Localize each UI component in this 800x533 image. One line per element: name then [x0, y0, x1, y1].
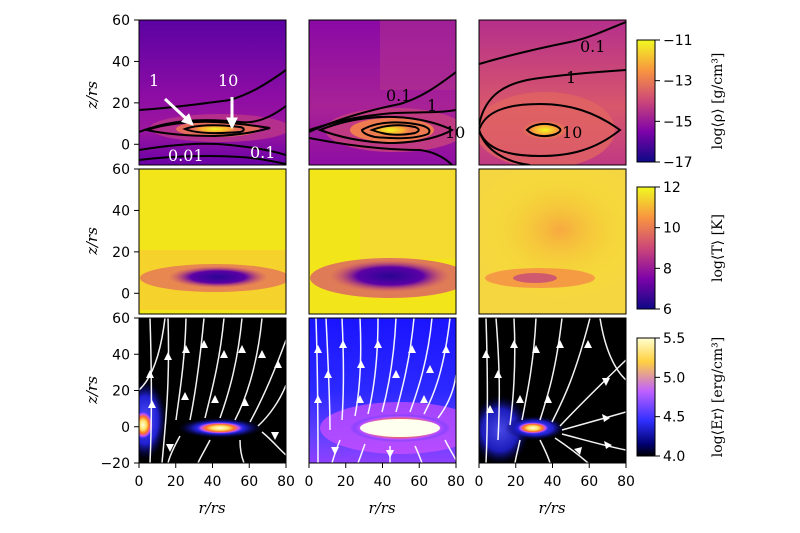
y-tick-label: 60	[112, 311, 130, 327]
x-tick-label: 80	[277, 474, 295, 490]
density-panel-3	[479, 20, 626, 165]
colorbar-density	[636, 39, 656, 163]
x-tick-label: 60	[580, 474, 598, 490]
y-tick-label: 0	[121, 137, 130, 153]
x-tick-label: 0	[135, 474, 144, 490]
temperature-panel-1-frame	[138, 168, 287, 315]
x-tick-label: 80	[617, 474, 635, 490]
x-tick-label: 60	[410, 474, 428, 490]
contour-label-0-1: 0.1	[580, 37, 605, 56]
y-tick-label: 40	[112, 54, 130, 70]
y-tick-label: 20	[112, 384, 130, 400]
x-tick-label: 40	[374, 474, 392, 490]
colorbar-tick-label: 4.5	[663, 410, 685, 426]
y-tick-label: 60	[112, 162, 130, 178]
density-panel-2-frame	[308, 19, 457, 166]
contour-label-1: 1	[566, 68, 576, 87]
y-tick-label: 60	[112, 13, 130, 29]
y-axis-label-row-3: z/rs	[83, 376, 101, 405]
contour-label-0-1: 0.1	[250, 143, 275, 162]
colorbar-temperature	[636, 186, 656, 310]
radiation-panel-2	[309, 318, 456, 463]
x-tick-label: 40	[204, 474, 222, 490]
x-tick-label: 20	[507, 474, 525, 490]
contour-label-10: 10	[562, 123, 582, 142]
temperature-panel-2-frame	[308, 168, 457, 315]
colorbar-tick-label: 10	[663, 221, 681, 237]
contour-label-1: 1	[427, 96, 437, 115]
contour-label-0-01: 0.01	[168, 146, 204, 165]
y-tick-label: 40	[112, 203, 130, 219]
density-panel-2	[309, 20, 456, 165]
colorbar-tick-label: 12	[663, 180, 681, 196]
contour-label-0-1: 0.1	[386, 86, 411, 105]
radiation-panel-3	[479, 318, 626, 463]
contour-label-10: 10	[218, 71, 238, 90]
x-tick-label: 40	[544, 474, 562, 490]
colorbar-tick-label: −17	[663, 155, 693, 171]
temperature-panel-2	[309, 169, 456, 314]
y-axis-label-row-1: z/rs	[83, 81, 101, 110]
colorbar-label-temperature: log⟨T⟩ [K]	[710, 214, 726, 282]
x-tick-label: 0	[475, 474, 484, 490]
x-axis-label-col-1: r/rs	[198, 499, 225, 517]
contour-label-1: 1	[149, 71, 159, 90]
y-tick-label: −20	[100, 456, 130, 472]
x-axis-label-col-2: r/rs	[368, 499, 395, 517]
temperature-panel-3	[479, 169, 626, 314]
x-tick-label: 60	[240, 474, 258, 490]
contour-label-10: 10	[445, 123, 465, 142]
temperature-panel-3-frame	[478, 168, 627, 315]
y-tick-label: 0	[121, 420, 130, 436]
y-tick-label: 0	[121, 286, 130, 302]
x-axis-label-col-3: r/rs	[538, 499, 565, 517]
colorbar-tick-label: 6	[663, 302, 672, 318]
density-panel-1-frame	[138, 19, 287, 166]
colorbar-tick-label: 4.0	[663, 449, 685, 465]
radiation-panel-1	[139, 318, 286, 463]
colorbar-tick-label: −15	[663, 114, 693, 130]
colorbar-ticks: −11 −13 −15 −17 12 10 8 6 5.5 5.0 4.5 4.0	[655, 33, 693, 465]
colorbar-tick-label: −11	[663, 33, 693, 49]
colorbar-tick-label: 5.0	[663, 370, 685, 386]
x-tick-label: 0	[305, 474, 314, 490]
y-tick-label: 40	[112, 347, 130, 363]
colorbar-tick-label: −13	[663, 74, 693, 90]
x-tick-label: 80	[447, 474, 465, 490]
colorbar-tick-label: 8	[663, 261, 672, 277]
y-tick-label: 20	[112, 96, 130, 112]
temperature-panel-1	[139, 169, 286, 314]
colorbar-label-radiation: log⟨Er⟩ [erg/cm³]	[710, 337, 726, 457]
colorbar-tick-label: 5.5	[663, 331, 685, 347]
y-axis-ticks: 60 40 20 0 60 40 20 0 60 40 20 0 −20	[100, 13, 139, 472]
y-axis-label-row-2: z/rs	[83, 227, 101, 256]
colorbar-radiation	[636, 337, 656, 457]
x-axis-ticks: 0 20 40 60 80 0 20 40 60 80 0 20 40 60 80	[135, 463, 635, 490]
colorbar-label-density: log⟨ρ⟩ [g/cm³]	[710, 53, 726, 150]
density-panel-1	[139, 20, 286, 165]
x-tick-label: 20	[167, 474, 185, 490]
density-panel-3-frame	[478, 19, 627, 166]
y-tick-label: 20	[112, 245, 130, 261]
x-tick-label: 20	[337, 474, 355, 490]
